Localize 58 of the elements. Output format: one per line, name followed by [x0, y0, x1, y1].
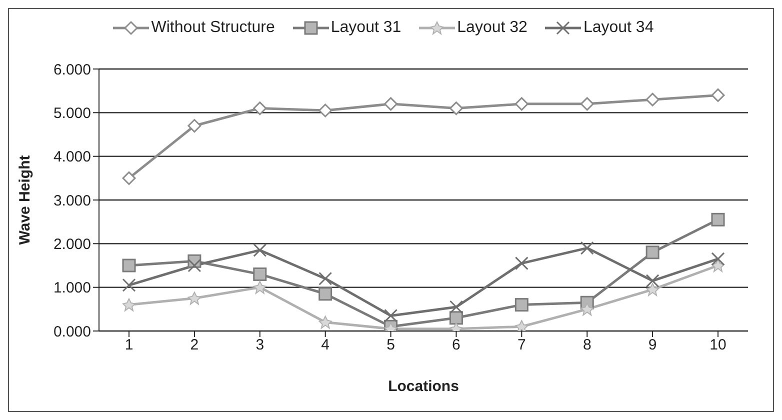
x-tick-label: 10 — [710, 336, 726, 354]
legend-label: Layout 34 — [582, 19, 654, 37]
point — [188, 258, 202, 272]
point — [318, 104, 332, 118]
point — [122, 278, 136, 292]
point — [646, 92, 660, 106]
y-tick-label: 4.000 — [53, 148, 91, 166]
point — [514, 97, 528, 111]
point — [318, 316, 332, 329]
y-tick-label: 2.000 — [53, 236, 91, 253]
x-tick-label: 3 — [256, 336, 264, 354]
point — [580, 302, 594, 316]
y-tick-label: 3.000 — [53, 192, 91, 210]
point — [449, 300, 463, 314]
x-tick-label: 9 — [648, 336, 657, 354]
point — [711, 88, 725, 102]
point — [122, 258, 136, 272]
point — [449, 311, 463, 325]
x-tick-label: 4 — [321, 336, 330, 354]
x-tick-label: 1 — [124, 336, 134, 354]
point — [712, 259, 724, 272]
point — [384, 308, 398, 322]
point — [253, 243, 267, 257]
x-tick-label: 7 — [517, 336, 526, 354]
x-tick-label: 5 — [386, 336, 395, 354]
point — [514, 256, 528, 270]
x-tick-label: 8 — [582, 336, 592, 354]
legend-label: Without Structure — [150, 19, 275, 37]
point — [646, 283, 660, 296]
y-tick-label: 0.000 — [53, 323, 91, 340]
point — [253, 280, 266, 294]
x-tick-label: 6 — [452, 336, 460, 354]
legend-label: Layout 31 — [330, 19, 402, 37]
legend-label: Layout 32 — [456, 19, 528, 37]
point — [122, 298, 136, 312]
point — [188, 292, 201, 305]
point — [580, 241, 594, 255]
y-tick-label: 5.000 — [53, 104, 91, 122]
point — [646, 246, 660, 260]
y-axis-title: Wave Height — [16, 155, 34, 245]
point — [449, 102, 463, 116]
point — [646, 274, 660, 288]
point — [318, 287, 332, 301]
y-tick-label: 6.000 — [53, 61, 91, 78]
y-tick-label: 1.000 — [53, 280, 91, 297]
point — [711, 212, 725, 226]
x-axis-title: Locations — [388, 378, 459, 395]
point — [514, 298, 528, 312]
point — [515, 320, 528, 331]
point — [253, 102, 267, 116]
point — [580, 97, 594, 111]
x-tick-label: 2 — [190, 336, 199, 354]
point — [188, 119, 202, 133]
point — [122, 171, 136, 185]
point — [384, 97, 398, 111]
point — [253, 267, 267, 281]
point — [318, 272, 332, 286]
point — [711, 252, 725, 266]
